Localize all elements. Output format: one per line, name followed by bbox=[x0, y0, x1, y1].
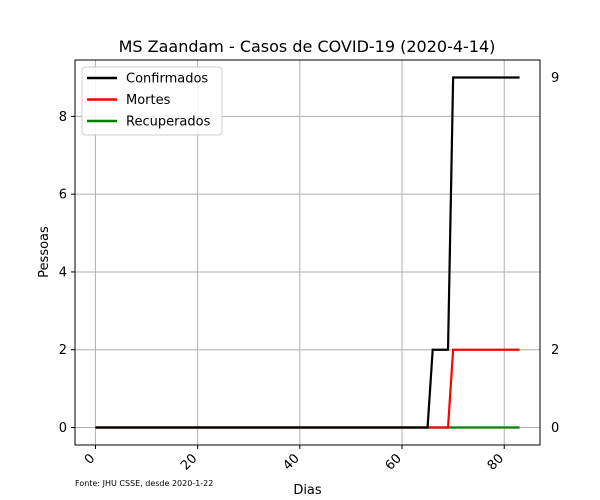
x-tick-label: 60 bbox=[383, 451, 405, 473]
final-value-labels: 9 2 0 bbox=[551, 71, 559, 436]
x-tick-label: 80 bbox=[485, 451, 507, 473]
x-tick-label: 40 bbox=[280, 451, 302, 473]
y-tick-label: 6 bbox=[59, 188, 67, 203]
y-tick-label: 0 bbox=[59, 421, 67, 436]
final-value-label: 0 bbox=[551, 421, 559, 436]
y-tick-label: 2 bbox=[59, 343, 67, 358]
y-tick-label: 4 bbox=[59, 265, 67, 280]
x-tick-label: 0 bbox=[82, 451, 98, 467]
legend-box bbox=[81, 66, 223, 136]
y-tick-label: 8 bbox=[59, 110, 67, 125]
y-axis-label: Pessoas bbox=[37, 226, 52, 278]
legend-label-confirmados: Confirmados bbox=[126, 72, 208, 87]
series-line-mortes bbox=[95, 348, 520, 429]
final-value-label: 9 bbox=[551, 71, 559, 86]
legend-label-recuperados: Recuperados bbox=[126, 115, 211, 130]
source-footnote: Fonte: JHU CSSE, desde 2020-1-22 bbox=[75, 479, 213, 488]
plot-area-frame bbox=[74, 59, 541, 446]
x-axis-label: Dias bbox=[293, 483, 322, 498]
chart-title: MS Zaandam - Casos de COVID-19 (2020-4-1… bbox=[119, 37, 496, 56]
axis-ticks: 0 20 40 60 80 0 2 4 6 8 bbox=[59, 110, 507, 474]
series-line-confirmados bbox=[95, 76, 520, 429]
series-lines bbox=[95, 76, 520, 429]
legend: Confirmados Mortes Recuperados bbox=[81, 66, 223, 136]
legend-label-mortes: Mortes bbox=[126, 93, 171, 108]
final-value-label: 2 bbox=[551, 343, 559, 358]
x-tick-label: 20 bbox=[178, 451, 200, 473]
